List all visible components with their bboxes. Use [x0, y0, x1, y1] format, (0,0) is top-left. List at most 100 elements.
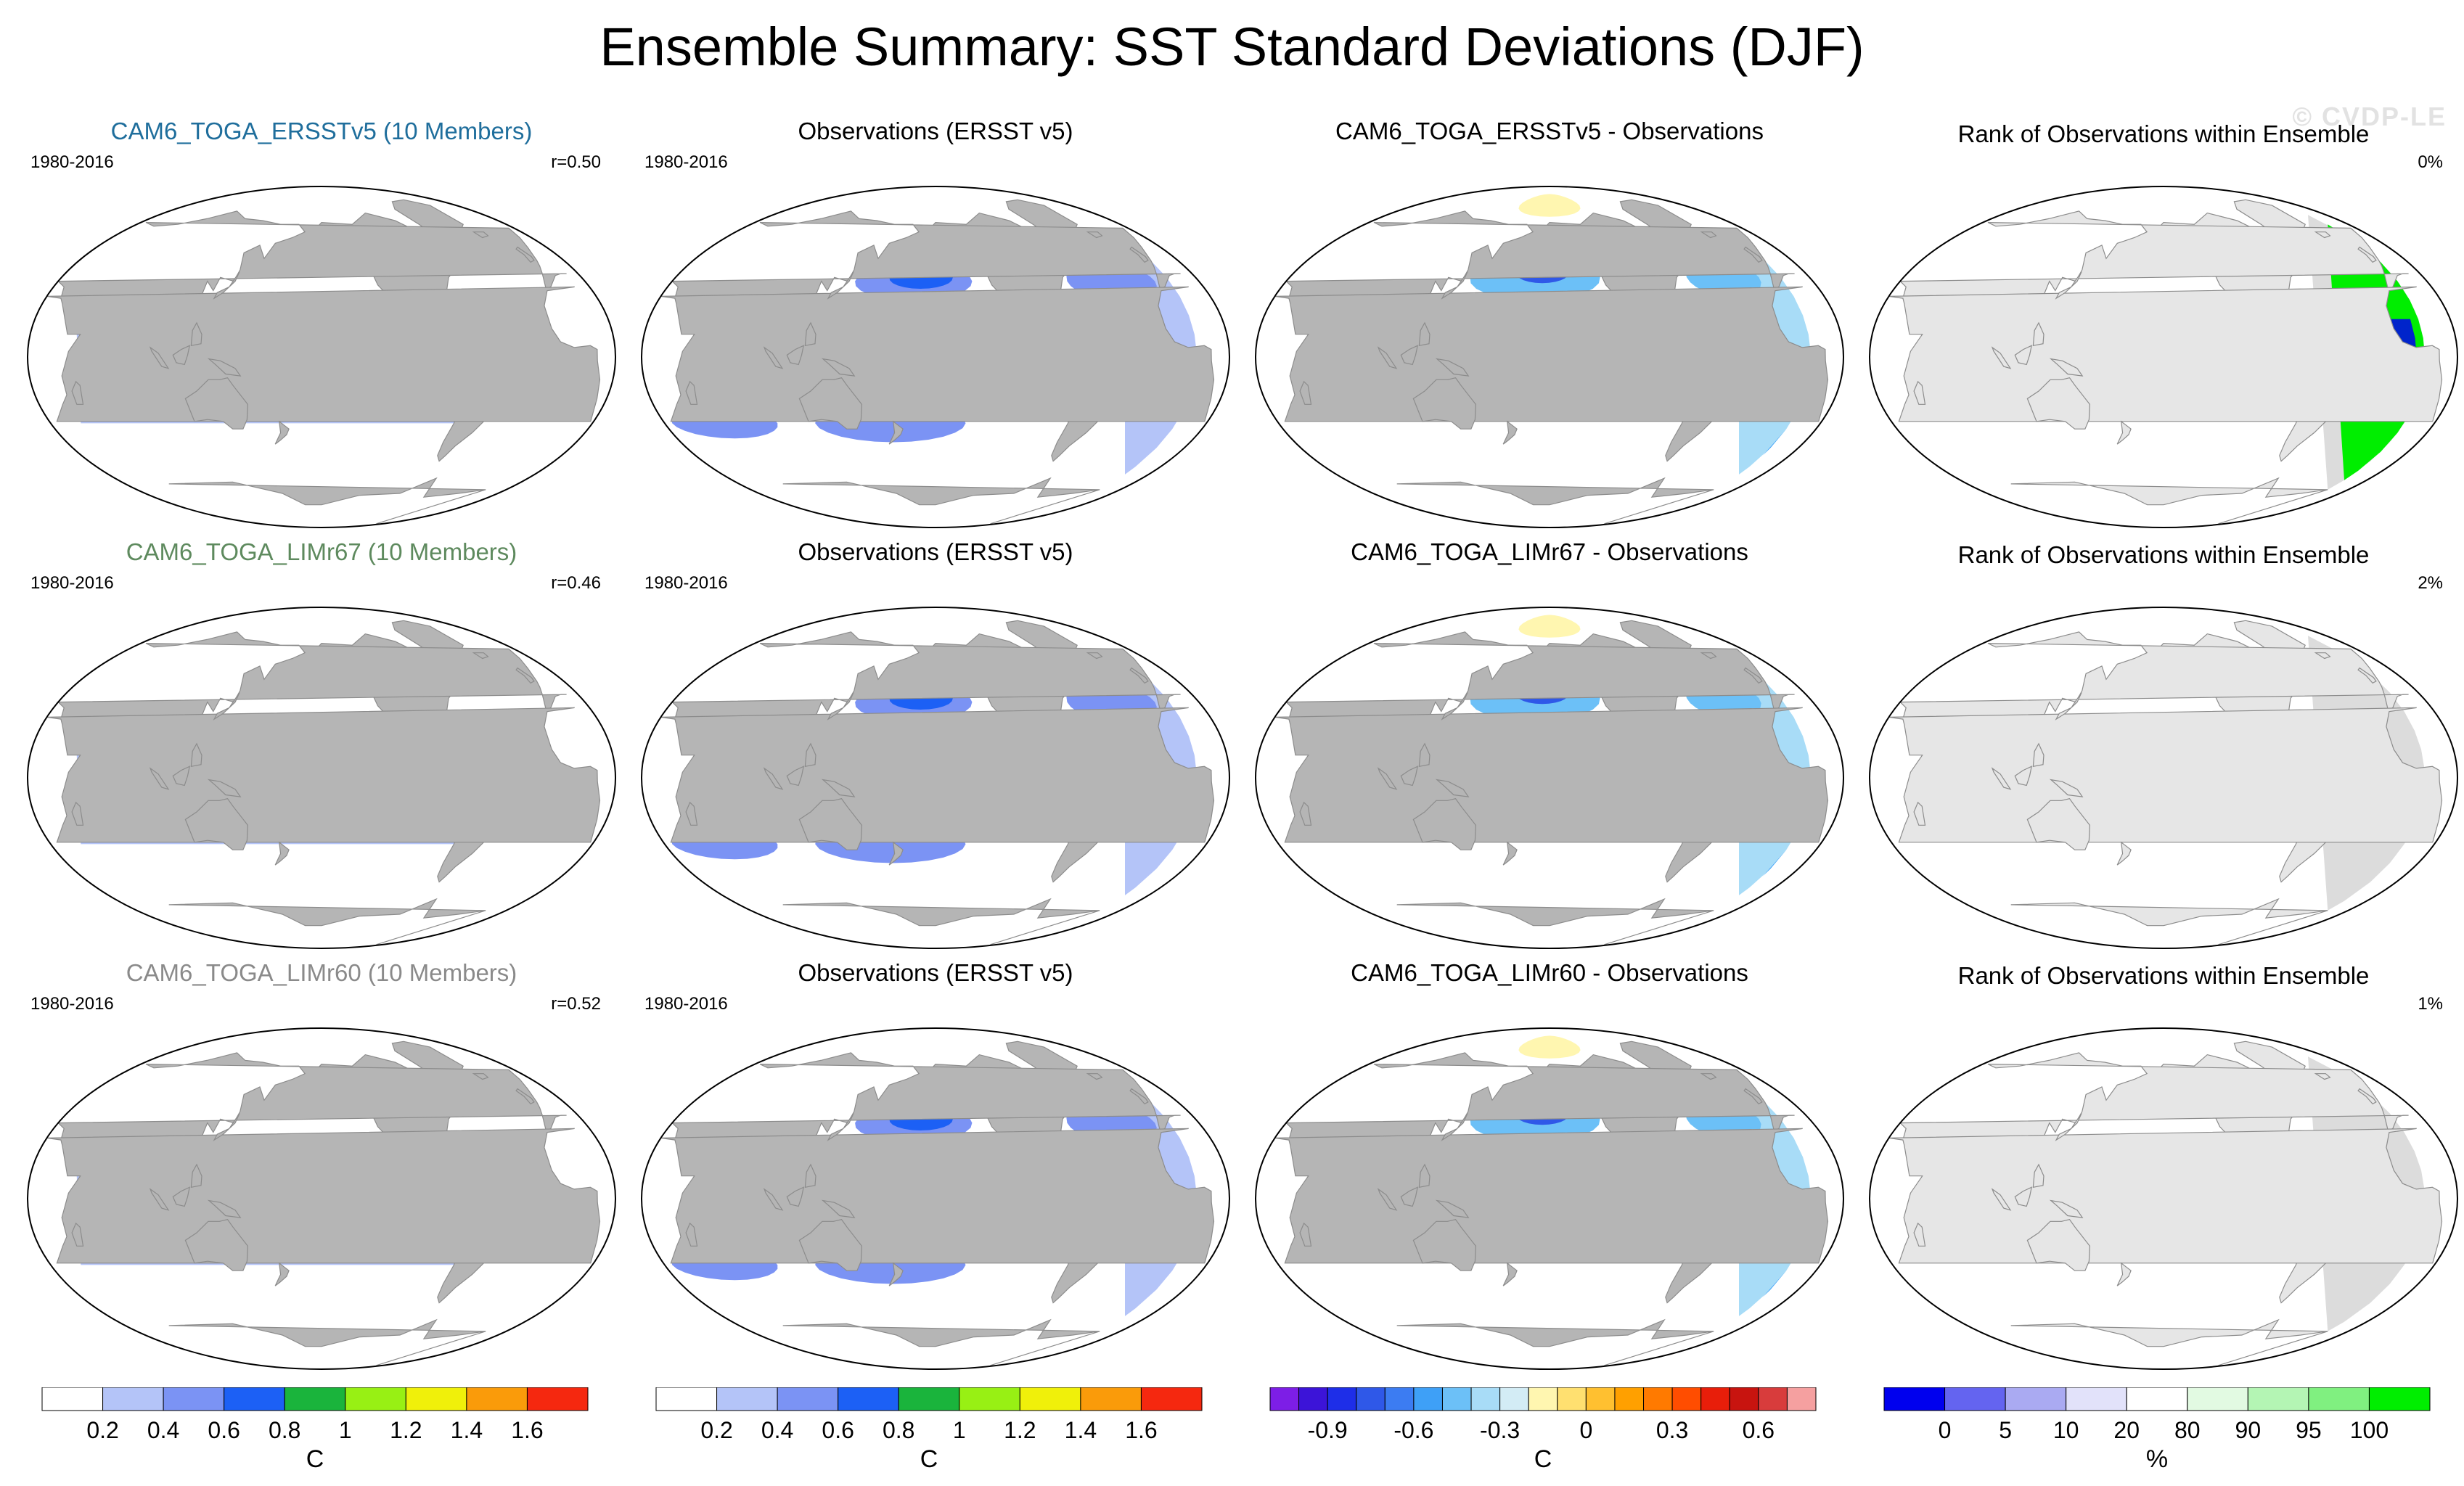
land-iceland — [1086, 652, 1103, 660]
model-panel-row-3: CAM6_TOGA_LIMr60 (10 Members) 1980-2016 r=… — [15, 959, 629, 1379]
colorbar-swatch — [345, 1387, 406, 1411]
land-new-zealand — [2116, 420, 2132, 445]
colorbar-swatch — [405, 1387, 467, 1411]
land-new-zealand — [274, 1262, 290, 1286]
land-new-zealand — [1502, 420, 1518, 445]
land-iceland — [1700, 231, 1717, 239]
colorbar-swatch — [1557, 1387, 1587, 1411]
land-australia — [1412, 1219, 1477, 1271]
sst-field — [46, 620, 601, 945]
land-australia — [2026, 798, 2091, 850]
land-africa — [46, 1128, 601, 1264]
model-map-row-1 — [27, 186, 616, 528]
percent-outside-label: 1% — [2418, 994, 2443, 1014]
land-japan — [2055, 692, 2082, 721]
land-new-guinea — [207, 358, 242, 377]
colorbar-swatch — [1019, 1387, 1081, 1411]
land-japan — [827, 271, 854, 300]
land-japan — [1441, 692, 1468, 721]
colorbar-units: C — [920, 1445, 938, 1473]
land-philippines — [190, 1163, 202, 1189]
land-africa — [46, 286, 601, 422]
colorbar-tick-label: 100 — [2350, 1417, 2389, 1443]
land-antarctica — [1396, 1318, 1714, 1366]
colorbar-tick-label: 1 — [953, 1417, 966, 1443]
land-borneo — [2014, 1186, 2033, 1207]
land-uk — [515, 667, 535, 684]
land-africa — [660, 707, 1215, 843]
rank-map-row-1 — [1869, 186, 2458, 528]
land-japan — [2055, 1113, 2082, 1141]
sst-field — [1274, 194, 1829, 525]
land-madagascar — [71, 380, 84, 405]
land-new-guinea — [821, 1199, 856, 1218]
panel-title: CAM6_TOGA_LIMr67 - Observations — [1351, 538, 1748, 565]
panel-title: CAM6_TOGA_LIMr60 - Observations — [1351, 959, 1748, 986]
land-sumatra — [1991, 767, 2012, 790]
land-madagascar — [1913, 380, 1926, 405]
colorbar-swatch — [284, 1387, 346, 1411]
colorbar-tick-label: 1.4 — [1065, 1417, 1097, 1443]
land-uk — [1129, 1088, 1149, 1105]
colorbar-swatch — [2126, 1387, 2188, 1411]
colorbar-swatch — [838, 1387, 899, 1411]
land-philippines — [804, 742, 816, 768]
model-panel-row-1: CAM6_TOGA_ERSSTv5 (10 Members) 1980-2016 r… — [15, 118, 629, 537]
colorbar-tick-label: 10 — [2053, 1417, 2079, 1443]
period-label: 1980-2016 — [30, 152, 114, 172]
land-japan — [213, 1113, 240, 1141]
colorbar-swatch — [959, 1387, 1020, 1411]
land-philippines — [2032, 1163, 2045, 1189]
land-borneo — [786, 345, 805, 366]
period-label: 1980-2016 — [644, 152, 728, 172]
colorbar-tick-label: 20 — [2113, 1417, 2140, 1443]
land-australia — [2026, 377, 2091, 430]
land-antarctica — [2010, 477, 2328, 525]
period-label: 1980-2016 — [644, 573, 728, 593]
colorbar-tick-label: 1 — [339, 1417, 352, 1443]
obs-map-row-3 — [641, 1027, 1230, 1370]
period-label: 1980-2016 — [644, 994, 728, 1014]
panel-title: Observations (ERSST v5) — [798, 538, 1073, 565]
land-australia — [184, 1219, 249, 1271]
land-philippines — [804, 321, 816, 347]
colorbar-swatch — [716, 1387, 778, 1411]
land-philippines — [804, 1163, 816, 1189]
land-sumatra — [763, 1188, 784, 1211]
land-japan — [213, 692, 240, 721]
land-borneo — [786, 765, 805, 787]
land-africa — [1274, 1128, 1829, 1264]
land-antarctica — [782, 898, 1100, 945]
map-border — [641, 1027, 1230, 1370]
land-new-guinea — [1435, 779, 1470, 797]
land-uk — [2357, 667, 2377, 684]
sst-field — [46, 1040, 601, 1366]
obs-map-row-1 — [641, 186, 1230, 528]
colorbar-tick-label: 0 — [1579, 1417, 1592, 1443]
panel-title: Rank of Observations within Ensemble — [1957, 541, 2370, 568]
land-philippines — [1418, 1163, 1430, 1189]
colorbar-swatch — [41, 1387, 104, 1411]
land-philippines — [1418, 321, 1430, 347]
map-border — [641, 607, 1230, 949]
land-iceland — [2314, 1073, 2331, 1080]
land-iceland — [1086, 231, 1103, 239]
land-new-guinea — [1435, 358, 1470, 377]
land-borneo — [172, 345, 191, 366]
colorbar-swatch — [1944, 1387, 2006, 1411]
land-madagascar — [1299, 380, 1312, 405]
colorbar-swatch — [224, 1387, 285, 1411]
land-new-guinea — [207, 779, 242, 797]
land-new-zealand — [274, 841, 290, 866]
land-africa — [1888, 707, 2443, 843]
land-antarctica — [168, 898, 486, 945]
diff-map-row-2 — [1255, 607, 1844, 949]
land-antarctica — [1396, 477, 1714, 525]
map-border — [27, 186, 616, 528]
land-africa — [1274, 286, 1829, 422]
colorbar-tick-label: 80 — [2174, 1417, 2201, 1443]
period-label: 1980-2016 — [30, 994, 114, 1014]
land-africa — [660, 286, 1215, 422]
land-borneo — [2014, 345, 2033, 366]
colorbar-swatch — [2308, 1387, 2370, 1411]
